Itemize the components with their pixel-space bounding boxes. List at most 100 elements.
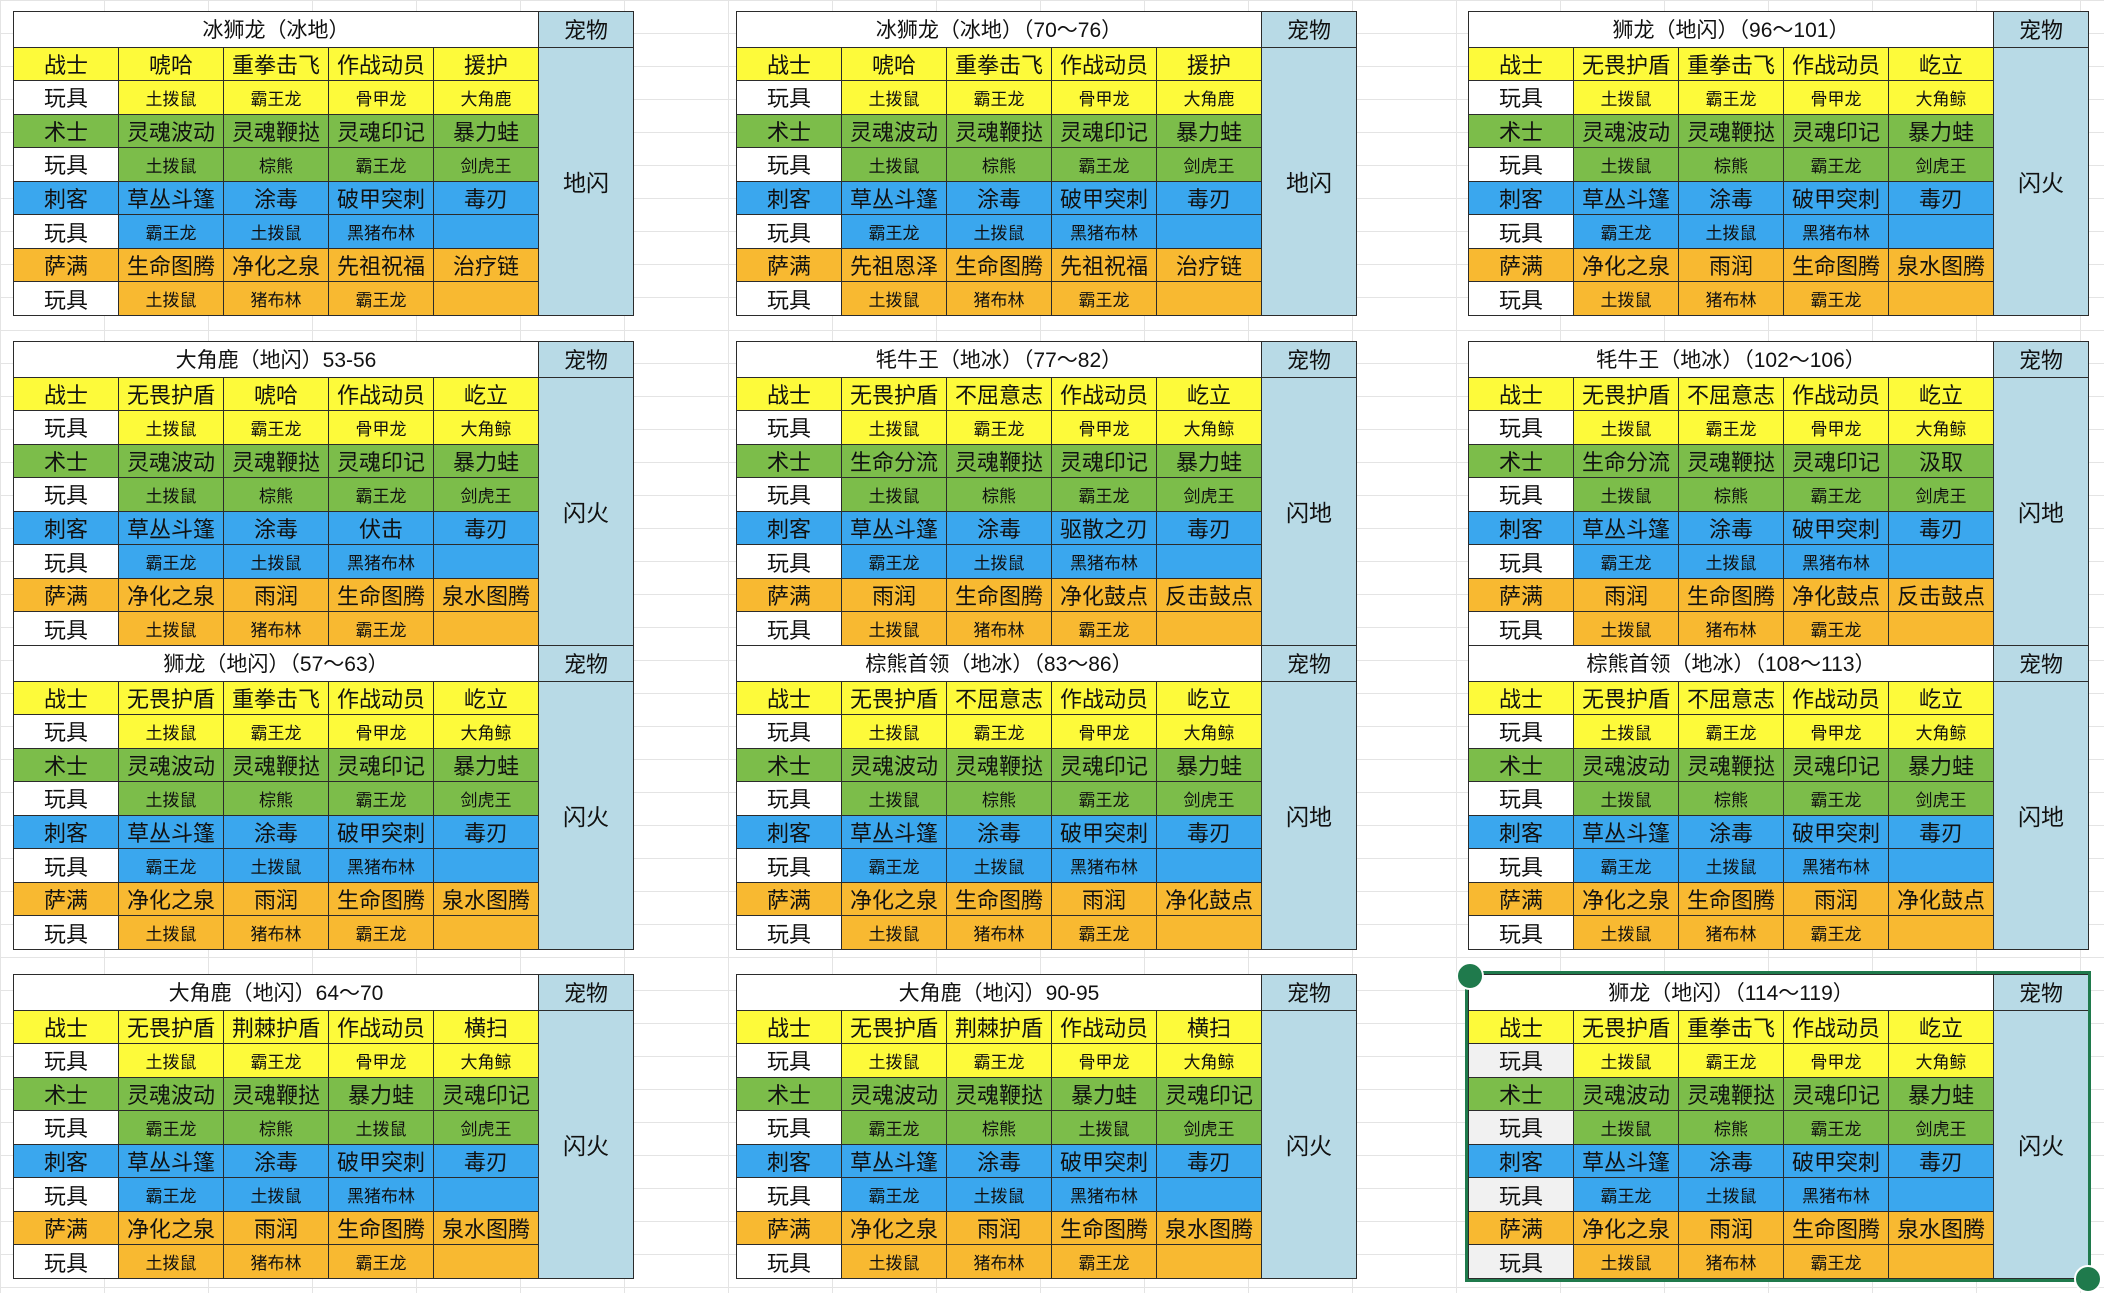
toy-cell[interactable]: 霸王龙 [1783,147,1889,182]
toy-cell[interactable]: 棕熊 [223,477,329,512]
toy-cell[interactable] [1155,544,1263,579]
skill-cell[interactable]: 净化之泉 [1573,1210,1679,1246]
skill-cell[interactable]: 毒刃 [432,814,540,850]
toy-cell[interactable]: 剑虎王 [433,477,539,512]
skill-cell[interactable]: 雨润 [946,1210,1052,1246]
toy-cell[interactable]: 霸王龙 [1678,80,1784,115]
pet-cell[interactable]: 闪地 [1993,680,2090,951]
skill-cell[interactable]: 不屈意志 [1678,680,1784,716]
skill-cell[interactable]: 屹立 [433,376,539,412]
role-label-cell[interactable]: 战士 [13,680,119,716]
toy-cell[interactable]: 霸王龙 [223,410,329,445]
skill-cell[interactable]: 泉水图腾 [1887,1210,1995,1246]
skill-cell[interactable]: 重拳击飞 [223,46,329,82]
skill-cell[interactable]: 净化鼓点 [1783,577,1889,613]
skill-cell[interactable]: 毒刃 [1887,180,1995,216]
toy-cell[interactable]: 骨甲龙 [1783,1043,1889,1078]
skill-cell[interactable]: 雨润 [1573,577,1679,613]
toy-cell[interactable] [432,848,540,883]
role-label-cell[interactable]: 术士 [13,443,119,479]
skill-cell[interactable]: 暴力蛙 [432,747,540,783]
toy-label-cell[interactable]: 玩具 [736,214,842,249]
skill-cell[interactable]: 涂毒 [223,814,329,850]
skill-cell[interactable]: 破甲突刺 [1051,1143,1157,1179]
toy-label-cell[interactable]: 玩具 [13,848,119,883]
skill-cell[interactable]: 涂毒 [1678,510,1784,546]
skill-cell[interactable]: 雨润 [841,577,947,613]
toy-label-cell[interactable]: 玩具 [1468,848,1574,883]
skill-cell[interactable]: 灵魂鞭挞 [223,113,329,149]
skill-cell[interactable]: 净化之泉 [118,577,224,613]
toy-cell[interactable]: 土拨鼠 [946,1177,1052,1212]
toy-cell[interactable]: 大角鹿 [1155,80,1263,115]
role-label-cell[interactable]: 刺客 [736,1143,842,1179]
block-title[interactable]: 棕熊首领（地冰）（108～113） [1467,645,1995,682]
toy-cell[interactable] [1155,848,1263,883]
toy-cell[interactable]: 霸王龙 [946,714,1052,749]
toy-cell[interactable]: 土拨鼠 [223,214,329,249]
role-label-cell[interactable]: 术士 [736,443,842,479]
toy-label-cell[interactable]: 玩具 [1468,1110,1574,1145]
toy-cell[interactable]: 土拨鼠 [118,477,224,512]
toy-cell[interactable]: 土拨鼠 [1573,147,1679,182]
toy-cell[interactable]: 霸王龙 [223,714,329,749]
skill-cell[interactable]: 净化鼓点 [1155,881,1263,917]
toy-cell[interactable]: 黑猪布林 [1783,544,1889,579]
pet-header[interactable]: 宠物 [1261,341,1358,378]
skill-cell[interactable]: 暴力蛙 [433,443,539,479]
skill-cell[interactable]: 涂毒 [946,1143,1052,1179]
toy-label-cell[interactable]: 玩具 [13,410,119,445]
toy-cell[interactable]: 剑虎王 [432,781,540,816]
skill-cell[interactable]: 横扫 [432,1009,540,1045]
skill-cell[interactable]: 雨润 [223,577,329,613]
toy-cell[interactable]: 霸王龙 [1573,544,1679,579]
skill-cell[interactable]: 泉水图腾 [433,577,539,613]
role-label-cell[interactable]: 萨满 [13,577,119,613]
toy-label-cell[interactable]: 玩具 [13,281,119,316]
toy-cell[interactable]: 棕熊 [223,147,329,182]
toy-label-cell[interactable]: 玩具 [13,1110,119,1145]
toy-cell[interactable]: 骨甲龙 [1051,714,1157,749]
skill-cell[interactable]: 毒刃 [1155,814,1263,850]
skill-cell[interactable]: 暴力蛙 [432,113,540,149]
skill-cell[interactable]: 灵魂波动 [1573,747,1679,783]
skill-cell[interactable]: 破甲突刺 [328,1143,434,1179]
role-label-cell[interactable]: 战士 [1468,680,1574,716]
toy-cell[interactable]: 猪布林 [1678,1244,1784,1279]
toy-cell[interactable]: 土拨鼠 [1678,848,1784,883]
skill-cell[interactable]: 灵魂鞭挞 [946,1076,1052,1112]
skill-cell[interactable]: 草丛斗篷 [118,1143,224,1179]
skill-cell[interactable]: 灵魂印记 [1051,443,1157,479]
role-label-cell[interactable]: 术士 [13,747,119,783]
toy-label-cell[interactable]: 玩具 [1468,410,1574,445]
skill-cell[interactable]: 泉水图腾 [432,881,540,917]
skill-cell[interactable]: 草丛斗篷 [841,180,947,216]
skill-cell[interactable]: 净化之泉 [841,881,947,917]
toy-cell[interactable]: 棕熊 [946,477,1052,512]
toy-cell[interactable] [1155,214,1263,249]
skill-cell[interactable]: 灵魂鞭挞 [946,747,1052,783]
skill-cell[interactable]: 灵魂波动 [1573,1076,1679,1112]
toy-cell[interactable]: 大角鲸 [432,714,540,749]
skill-cell[interactable]: 破甲突刺 [1051,814,1157,850]
toy-label-cell[interactable]: 玩具 [736,1244,842,1279]
pet-cell[interactable]: 闪火 [1261,1009,1357,1280]
block-title[interactable]: 大角鹿（地闪）53-56 [13,341,539,378]
skill-cell[interactable]: 生命图腾 [328,577,434,613]
toy-cell[interactable]: 土拨鼠 [1573,781,1679,816]
toy-cell[interactable]: 霸王龙 [223,1043,329,1078]
skill-cell[interactable]: 灵魂波动 [118,113,224,149]
skill-cell[interactable]: 灵魂鞭挞 [1678,1076,1784,1112]
skill-table-block[interactable]: 狮龙（地闪）（57～63） 宠物 战士 无畏护盾 重拳击飞 作战动员 屹立 闪火 玩具 土拨鼠 霸王… [12,645,635,951]
skill-cell[interactable]: 无畏护盾 [118,1009,224,1045]
skill-cell[interactable]: 暴力蛙 [1887,1076,1995,1112]
toy-cell[interactable]: 黑猪布林 [328,848,434,883]
toy-cell[interactable]: 骨甲龙 [1051,80,1157,115]
toy-cell[interactable]: 土拨鼠 [1573,714,1679,749]
toy-cell[interactable] [1887,611,1995,646]
skill-cell[interactable]: 不屈意志 [1678,376,1784,412]
toy-label-cell[interactable]: 玩具 [13,214,119,249]
skill-cell[interactable]: 作战动员 [1051,376,1157,412]
toy-label-cell[interactable]: 玩具 [13,80,119,115]
skill-cell[interactable]: 涂毒 [1678,180,1784,216]
